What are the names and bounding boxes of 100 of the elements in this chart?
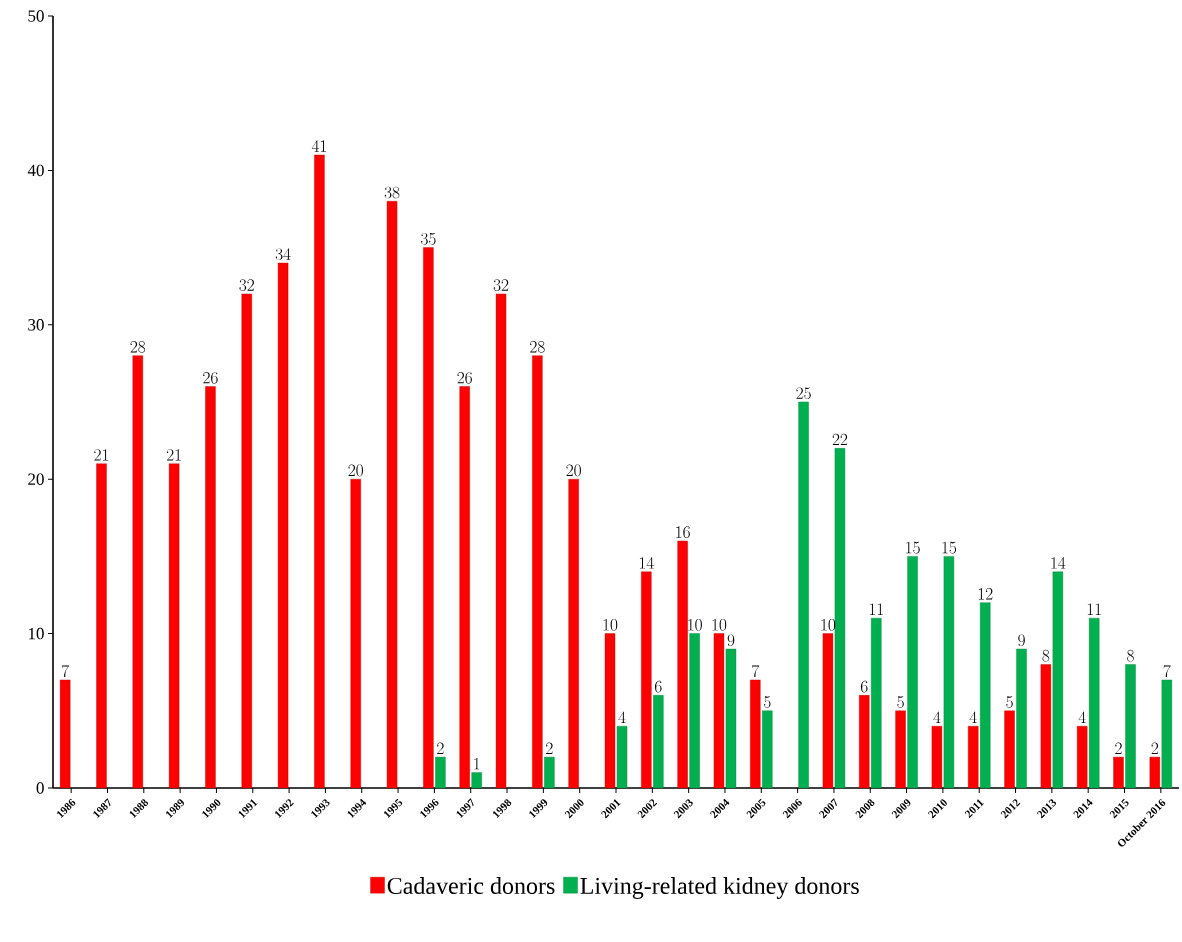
bar (314, 154, 325, 789)
bar (277, 262, 289, 789)
bar (616, 726, 628, 789)
bar (471, 772, 482, 789)
bar (822, 633, 834, 789)
bar (750, 679, 761, 789)
data-label: 4 (933, 711, 941, 724)
data-label: 9 (1018, 634, 1025, 647)
data-label: 32 (239, 279, 254, 291)
data-label: 9 (727, 634, 735, 647)
data-label: 41 (311, 140, 327, 152)
data-label: 28 (130, 341, 146, 353)
bar (59, 679, 71, 789)
bar (980, 602, 991, 789)
y-tick-label: 40 (27, 164, 44, 177)
data-label: 28 (530, 341, 545, 353)
bar (604, 633, 616, 789)
data-label: 21 (166, 449, 181, 461)
data-label: 5 (764, 696, 771, 708)
data-label: 14 (639, 557, 654, 569)
data-label: 4 (618, 711, 626, 724)
bar (1088, 617, 1100, 789)
bar (350, 479, 361, 789)
legend-label: Living-related kidney donors (580, 877, 859, 899)
y-tick-label: 50 (28, 10, 44, 22)
data-label: 10 (688, 618, 702, 631)
data-label: 12 (978, 588, 993, 600)
data-label: 2 (437, 742, 444, 754)
data-label: 6 (655, 680, 662, 693)
y-tick-label: 10 (28, 627, 44, 640)
bar (1004, 710, 1015, 789)
bar (689, 633, 700, 789)
bar (1040, 664, 1052, 789)
bar (859, 695, 870, 789)
bar (713, 633, 725, 789)
data-label: 1 (474, 757, 480, 770)
data-label: 4 (969, 711, 977, 724)
data-label: 20 (566, 464, 581, 477)
y-tick-label: 30 (28, 319, 44, 331)
data-label: 7 (752, 665, 760, 677)
bar (1016, 648, 1027, 789)
data-label: 11 (1087, 603, 1101, 615)
bar (871, 617, 882, 789)
data-label: 32 (493, 279, 509, 291)
bar (205, 386, 216, 789)
data-label: 10 (603, 618, 618, 631)
data-label: 7 (1163, 665, 1171, 677)
bar (1113, 756, 1124, 789)
bar (532, 355, 543, 789)
data-label: 6 (860, 680, 868, 693)
bar (568, 479, 579, 789)
data-label: 38 (384, 186, 400, 199)
bar (241, 293, 252, 789)
bar (168, 463, 180, 789)
bar (435, 756, 446, 789)
data-label: 5 (897, 696, 904, 708)
data-label: 11 (869, 603, 883, 615)
bar (931, 726, 943, 789)
bar (762, 710, 773, 789)
data-label: 15 (942, 541, 957, 554)
data-label: 26 (203, 371, 218, 384)
data-label: 21 (94, 449, 109, 461)
legend-label: Cadaveric donors (387, 877, 555, 895)
bar (677, 540, 688, 789)
data-label: 26 (457, 371, 472, 384)
bar (641, 571, 652, 789)
data-label: 20 (348, 464, 363, 477)
data-label: 14 (1051, 557, 1066, 569)
data-label: 15 (906, 541, 920, 554)
data-label: 5 (1006, 696, 1013, 708)
data-label: 34 (275, 248, 291, 261)
data-label: 4 (1078, 711, 1086, 724)
data-label: 22 (832, 433, 848, 446)
bar (895, 710, 906, 789)
bar (834, 448, 846, 789)
data-label: 25 (796, 387, 811, 400)
data-label: 8 (1127, 649, 1134, 662)
data-label: 2 (546, 742, 553, 754)
bar (132, 355, 144, 789)
data-label: 10 (712, 618, 727, 631)
data-label: 35 (421, 232, 436, 245)
data-label: 8 (1042, 649, 1050, 662)
bar (1125, 664, 1136, 789)
bar (459, 386, 470, 789)
data-label: 16 (676, 526, 690, 539)
bar (1052, 571, 1064, 789)
bar (968, 726, 979, 789)
data-label: 2 (1115, 742, 1122, 754)
bar (943, 556, 955, 789)
bar (653, 695, 664, 789)
bar (495, 293, 507, 789)
y-tick-label: 20 (28, 473, 44, 485)
bar (798, 401, 809, 789)
bar (423, 247, 434, 789)
bar (1076, 726, 1088, 789)
bar (1161, 679, 1173, 789)
bar (386, 201, 398, 789)
bar (544, 756, 555, 789)
bar (1149, 756, 1161, 789)
bar (96, 463, 107, 789)
